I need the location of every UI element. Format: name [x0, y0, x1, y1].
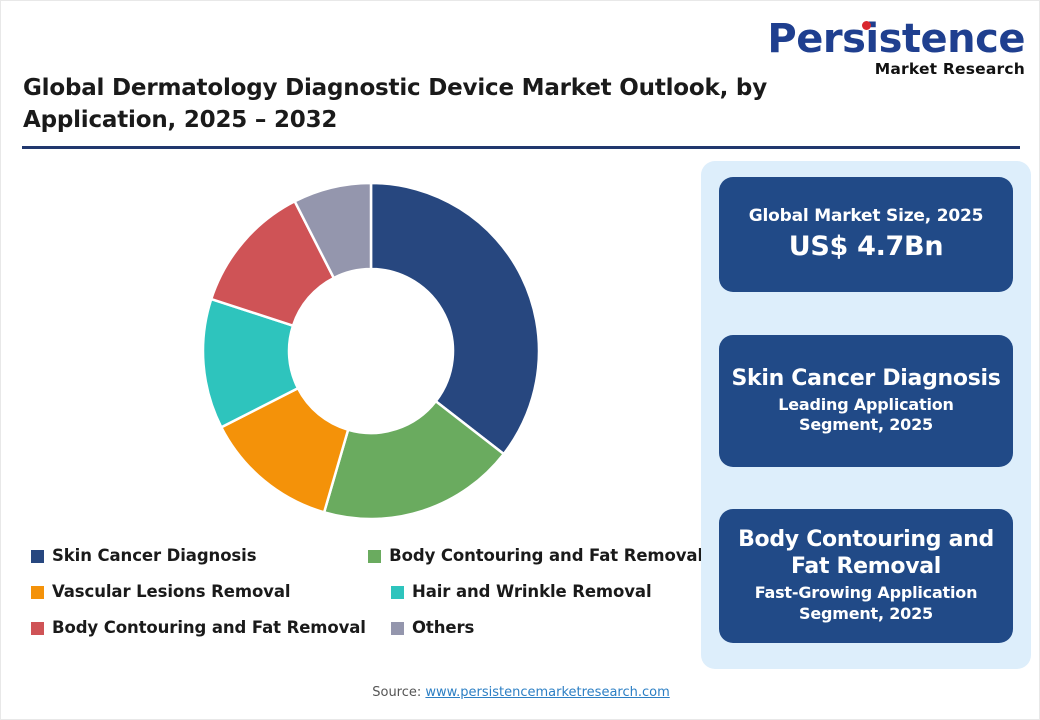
logo-tagline: Market Research: [874, 60, 1025, 78]
legend-swatch-icon: [368, 550, 382, 563]
legend-item-label: Skin Cancer Diagnosis: [52, 546, 257, 565]
legend-swatch-icon: [391, 586, 404, 599]
donut-chart: [201, 181, 541, 521]
title-divider: [22, 146, 1020, 149]
kpi-market-size-caption: Global Market Size, 2025: [748, 205, 984, 226]
donut-slices: [201, 181, 541, 521]
kpi-fastest-segment-headline: Body Contouring and Fat Removal: [738, 527, 994, 580]
legend-item-label: Vascular Lesions Removal: [52, 582, 291, 601]
source-link[interactable]: www.persistencemarketresearch.com: [425, 685, 670, 700]
donut-slice[interactable]: [322, 399, 506, 521]
page-title: Global Dermatology Diagnostic Device Mar…: [23, 75, 767, 133]
legend-swatch-icon: [31, 586, 44, 599]
legend-row: Skin Cancer Diagnosis Body Contouring an…: [31, 546, 703, 582]
legend-row: Body Contouring and Fat Removal Others: [31, 618, 703, 654]
legend-item-skin-cancer-diagnosis[interactable]: Skin Cancer Diagnosis: [31, 546, 368, 565]
source-label: Source:: [372, 685, 426, 700]
legend-item-vascular-lesions-removal[interactable]: Vascular Lesions Removal: [31, 582, 391, 601]
chart-legend: Skin Cancer Diagnosis Body Contouring an…: [31, 546, 703, 654]
kpi-fastest-segment-subline-2: Segment, 2025: [799, 603, 933, 623]
chart-area: [15, 159, 691, 539]
legend-swatch-icon: [31, 622, 44, 635]
company-logo: Persistence Market Research: [767, 19, 1025, 78]
legend-swatch-icon: [31, 550, 44, 563]
legend-item-label: Others: [412, 618, 475, 637]
legend-item-hair-and-wrinkle-removal[interactable]: Hair and Wrinkle Removal: [391, 582, 652, 601]
kpi-fastest-segment-subline-1: Fast-Growing Application: [754, 583, 978, 603]
logo-dot-icon: [862, 21, 872, 30]
legend-item-label: Body Contouring and Fat Removal: [52, 618, 366, 637]
kpi-leading-segment-headline: Skin Cancer Diagnosis: [731, 365, 1001, 391]
kpi-leading-segment-subline-2: Segment, 2025: [799, 415, 933, 435]
legend-swatch-icon: [391, 622, 404, 635]
legend-row: Vascular Lesions Removal Hair and Wrinkl…: [31, 582, 703, 618]
legend-item-label: Hair and Wrinkle Removal: [412, 582, 652, 601]
donut-slice[interactable]: [369, 181, 541, 456]
donut-slice[interactable]: [293, 181, 373, 280]
logo-wordmark-text: Persistence: [767, 16, 1025, 62]
kpi-leading-segment-subline-1: Leading Application: [778, 394, 954, 414]
kpi-card-market-size: Global Market Size, 2025 US$ 4.7Bn: [719, 177, 1013, 292]
legend-item-body-contouring-green[interactable]: Body Contouring and Fat Removal: [368, 546, 703, 565]
header: Persistence Market Research Global Derma…: [1, 1, 1039, 149]
kpi-card-fastest-segment: Body Contouring and Fat Removal Fast-Gro…: [719, 509, 1013, 643]
kpi-market-size-value: US$ 4.7Bn: [788, 230, 944, 262]
source-footer: Source: www.persistencemarketresearch.co…: [1, 685, 1039, 700]
kpi-card-leading-segment: Skin Cancer Diagnosis Leading Applicatio…: [719, 335, 1013, 467]
kpi-side-panel: Global Market Size, 2025 US$ 4.7Bn Skin …: [701, 161, 1031, 669]
legend-item-label: Body Contouring and Fat Removal: [389, 546, 703, 565]
logo-wordmark: Persistence: [767, 19, 1025, 59]
legend-item-others[interactable]: Others: [391, 618, 474, 637]
donut-chart-svg: [201, 181, 541, 521]
legend-item-body-contouring-red[interactable]: Body Contouring and Fat Removal: [31, 618, 391, 637]
